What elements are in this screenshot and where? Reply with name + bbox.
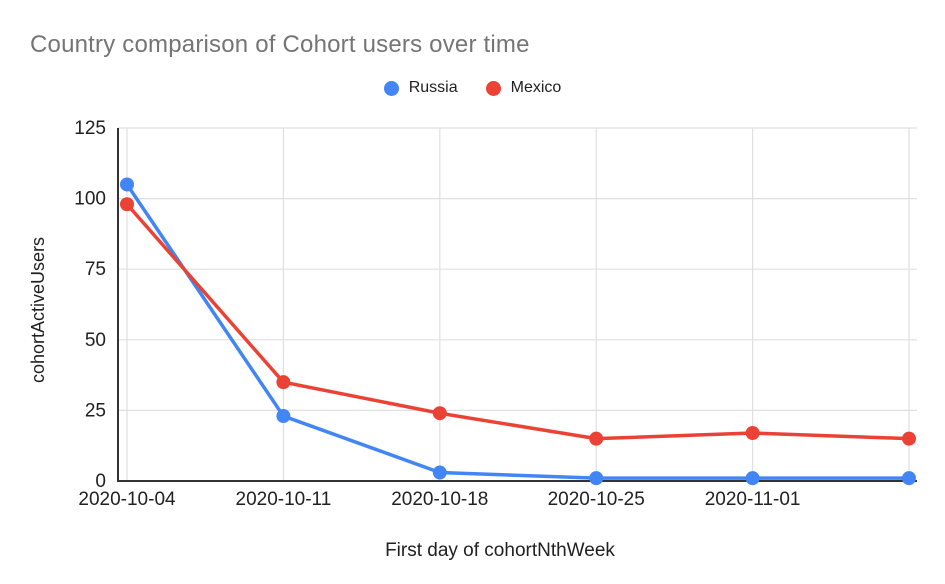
y-tick-25: 25 [85, 400, 106, 421]
y-tick-0: 0 [95, 471, 106, 492]
x-tick-2020-10-11: 2020-10-11 [236, 489, 332, 510]
point-russia-3[interactable] [589, 471, 604, 486]
point-mexico-2[interactable] [432, 406, 447, 421]
point-mexico-0[interactable] [120, 197, 134, 212]
axes [117, 128, 917, 482]
legend-item-russia[interactable]: Russia [383, 79, 458, 97]
x-tick-2020-10-04: 2020-10-04 [78, 489, 176, 510]
x-axis-title: First day of cohortNthWeek [385, 540, 615, 561]
point-russia-2[interactable] [432, 465, 447, 480]
line-russia[interactable] [125, 182, 911, 480]
point-mexico-4[interactable] [745, 425, 760, 440]
y-tick-100: 100 [74, 189, 106, 210]
point-russia-4[interactable] [745, 471, 760, 486]
x-tick-2020-10-18: 2020-10-18 [391, 489, 488, 510]
tick-labels: 0 25 50 75 100 125 2020-10-04 2020-10-11 2020-10… [74, 118, 800, 510]
x-tick-2020-11-01: 2020-11-01 [705, 489, 801, 510]
point-mexico-1[interactable] [276, 375, 291, 390]
point-russia-0[interactable] [120, 177, 134, 192]
legend: Russia Mexico [0, 79, 945, 97]
line-mexico[interactable] [125, 202, 911, 441]
point-mexico-3[interactable] [589, 431, 604, 446]
legend-dot-mexico [485, 80, 501, 96]
y-tick-125: 125 [74, 118, 106, 139]
legend-dot-russia [383, 80, 399, 96]
y-tick-75: 75 [85, 259, 106, 280]
legend-label: Mexico [510, 79, 562, 96]
legend-label: Russia [408, 79, 458, 96]
point-mexico-5[interactable] [902, 431, 916, 446]
gridlines [118, 127, 917, 481]
x-tick-2020-10-25: 2020-10-25 [548, 489, 645, 510]
series [120, 177, 916, 486]
point-russia-1[interactable] [276, 409, 291, 424]
chart-title: Country comparison of Cohort users over … [30, 31, 530, 58]
legend-item-mexico[interactable]: Mexico [485, 79, 562, 97]
y-axis-title: cohortActiveUsers [28, 237, 48, 383]
point-russia-5[interactable] [902, 471, 916, 486]
y-tick-50: 50 [85, 330, 106, 351]
